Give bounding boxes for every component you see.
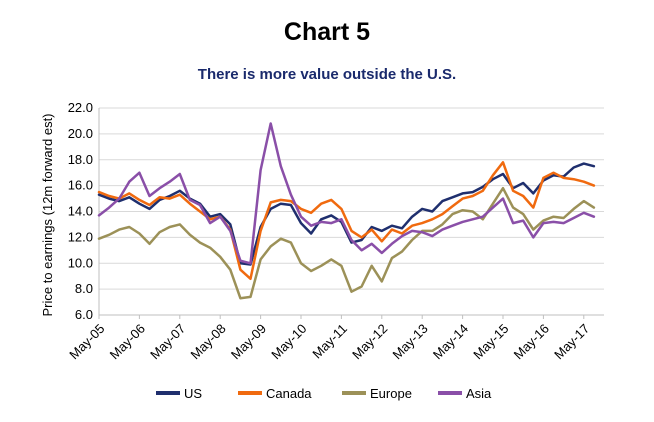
x-tick-label: May-11 [309, 321, 350, 362]
y-tick-label: 6.0 [75, 307, 93, 322]
chart-subtitle: There is more value outside the U.S. [197, 66, 457, 83]
x-tick-label: May-16 [511, 321, 552, 362]
y-tick-label: 16.0 [68, 178, 93, 193]
y-tick-label: 22.0 [68, 100, 93, 115]
x-tick-label: May-10 [268, 321, 309, 362]
y-tick-label: 10.0 [68, 255, 93, 270]
x-tick-label: May-09 [228, 321, 269, 362]
gridlines [99, 107, 604, 316]
chart-title: Chart 5 [283, 18, 371, 46]
y-tick-label: 8.0 [75, 281, 93, 296]
y-tick-label: 18.0 [68, 152, 93, 167]
x-tick-label: May-12 [349, 321, 390, 362]
x-tick-label: May-14 [430, 321, 471, 362]
x-tick-label: May-06 [107, 321, 148, 362]
series-line-canada [97, 161, 596, 281]
x-tick-label: May-13 [389, 321, 430, 362]
y-tick-label: 14.0 [68, 204, 93, 219]
y-tick-label: 12.0 [68, 229, 93, 244]
legend-label-us: US [184, 386, 202, 401]
legend-label-asia: Asia [466, 386, 492, 401]
series-lines [97, 122, 596, 300]
legend-label-canada: Canada [266, 386, 312, 401]
axes [98, 108, 604, 316]
y-axis-label: Price to earnings (12m forward est) [40, 113, 55, 316]
y-axis-ticks: 6.0 8.0 10.0 12.0 14.0 16.0 18.0 20.0 22.0 [68, 100, 93, 322]
x-tick-label: May-15 [470, 321, 511, 362]
series-line-europe [97, 186, 596, 300]
x-tick-label: May-05 [66, 321, 107, 362]
legend: US Canada Europe Asia [156, 386, 492, 401]
x-tick-label: May-08 [187, 321, 228, 362]
legend-label-europe: Europe [370, 386, 412, 401]
x-tick-label: May-07 [147, 321, 188, 362]
x-tick-label: May-17 [551, 321, 592, 362]
x-axis-ticks: May-05 May-06 May-07 May-08 May-09 May-10 May-… [66, 315, 592, 362]
series-line-asia [97, 122, 596, 265]
y-tick-label: 20.0 [68, 126, 93, 141]
